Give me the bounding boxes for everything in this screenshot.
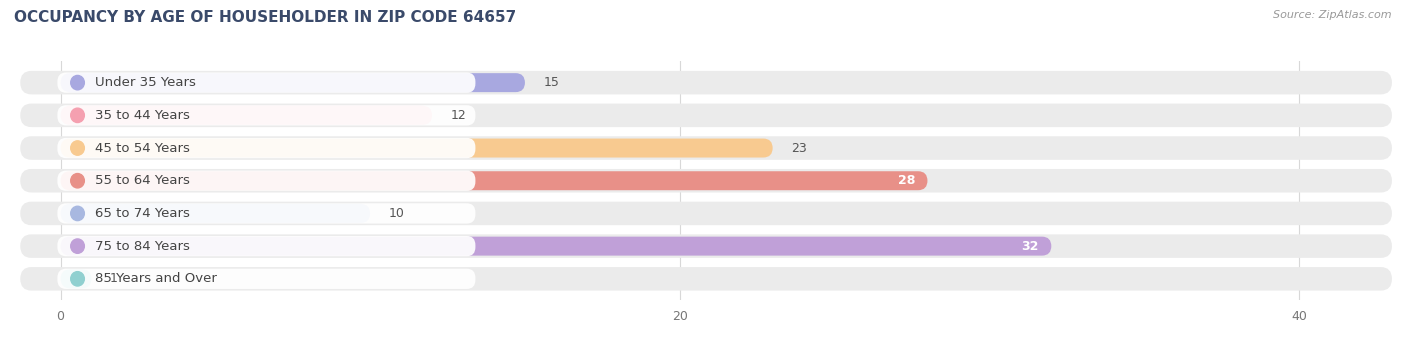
- Text: 55 to 64 Years: 55 to 64 Years: [94, 174, 190, 187]
- Text: 45 to 54 Years: 45 to 54 Years: [94, 142, 190, 154]
- Text: OCCUPANCY BY AGE OF HOUSEHOLDER IN ZIP CODE 64657: OCCUPANCY BY AGE OF HOUSEHOLDER IN ZIP C…: [14, 10, 516, 25]
- FancyBboxPatch shape: [60, 73, 524, 92]
- Circle shape: [70, 141, 84, 155]
- Text: 32: 32: [1022, 240, 1039, 253]
- Circle shape: [70, 108, 84, 122]
- Text: 65 to 74 Years: 65 to 74 Years: [94, 207, 190, 220]
- FancyBboxPatch shape: [58, 236, 475, 256]
- Text: 23: 23: [792, 142, 807, 154]
- Text: 15: 15: [544, 76, 560, 89]
- Circle shape: [70, 75, 84, 90]
- Circle shape: [70, 206, 84, 221]
- FancyBboxPatch shape: [60, 237, 1052, 256]
- Text: 1: 1: [110, 272, 118, 285]
- Text: 75 to 84 Years: 75 to 84 Years: [94, 240, 190, 253]
- FancyBboxPatch shape: [20, 136, 1392, 160]
- Text: Source: ZipAtlas.com: Source: ZipAtlas.com: [1274, 10, 1392, 20]
- FancyBboxPatch shape: [20, 234, 1392, 258]
- FancyBboxPatch shape: [20, 267, 1392, 291]
- FancyBboxPatch shape: [60, 138, 773, 158]
- Circle shape: [70, 272, 84, 286]
- FancyBboxPatch shape: [20, 202, 1392, 225]
- Text: 12: 12: [451, 109, 467, 122]
- FancyBboxPatch shape: [60, 204, 370, 223]
- FancyBboxPatch shape: [60, 106, 432, 125]
- FancyBboxPatch shape: [58, 203, 475, 224]
- FancyBboxPatch shape: [20, 71, 1392, 94]
- FancyBboxPatch shape: [60, 269, 91, 288]
- Text: 85 Years and Over: 85 Years and Over: [94, 272, 217, 285]
- FancyBboxPatch shape: [58, 269, 475, 289]
- FancyBboxPatch shape: [58, 73, 475, 93]
- FancyBboxPatch shape: [58, 170, 475, 191]
- Text: 35 to 44 Years: 35 to 44 Years: [94, 109, 190, 122]
- Circle shape: [70, 239, 84, 253]
- Text: Under 35 Years: Under 35 Years: [94, 76, 195, 89]
- FancyBboxPatch shape: [58, 138, 475, 158]
- FancyBboxPatch shape: [20, 104, 1392, 127]
- Text: 10: 10: [388, 207, 405, 220]
- Text: 28: 28: [897, 174, 915, 187]
- FancyBboxPatch shape: [58, 105, 475, 125]
- FancyBboxPatch shape: [60, 171, 928, 190]
- FancyBboxPatch shape: [20, 169, 1392, 193]
- Circle shape: [70, 174, 84, 188]
